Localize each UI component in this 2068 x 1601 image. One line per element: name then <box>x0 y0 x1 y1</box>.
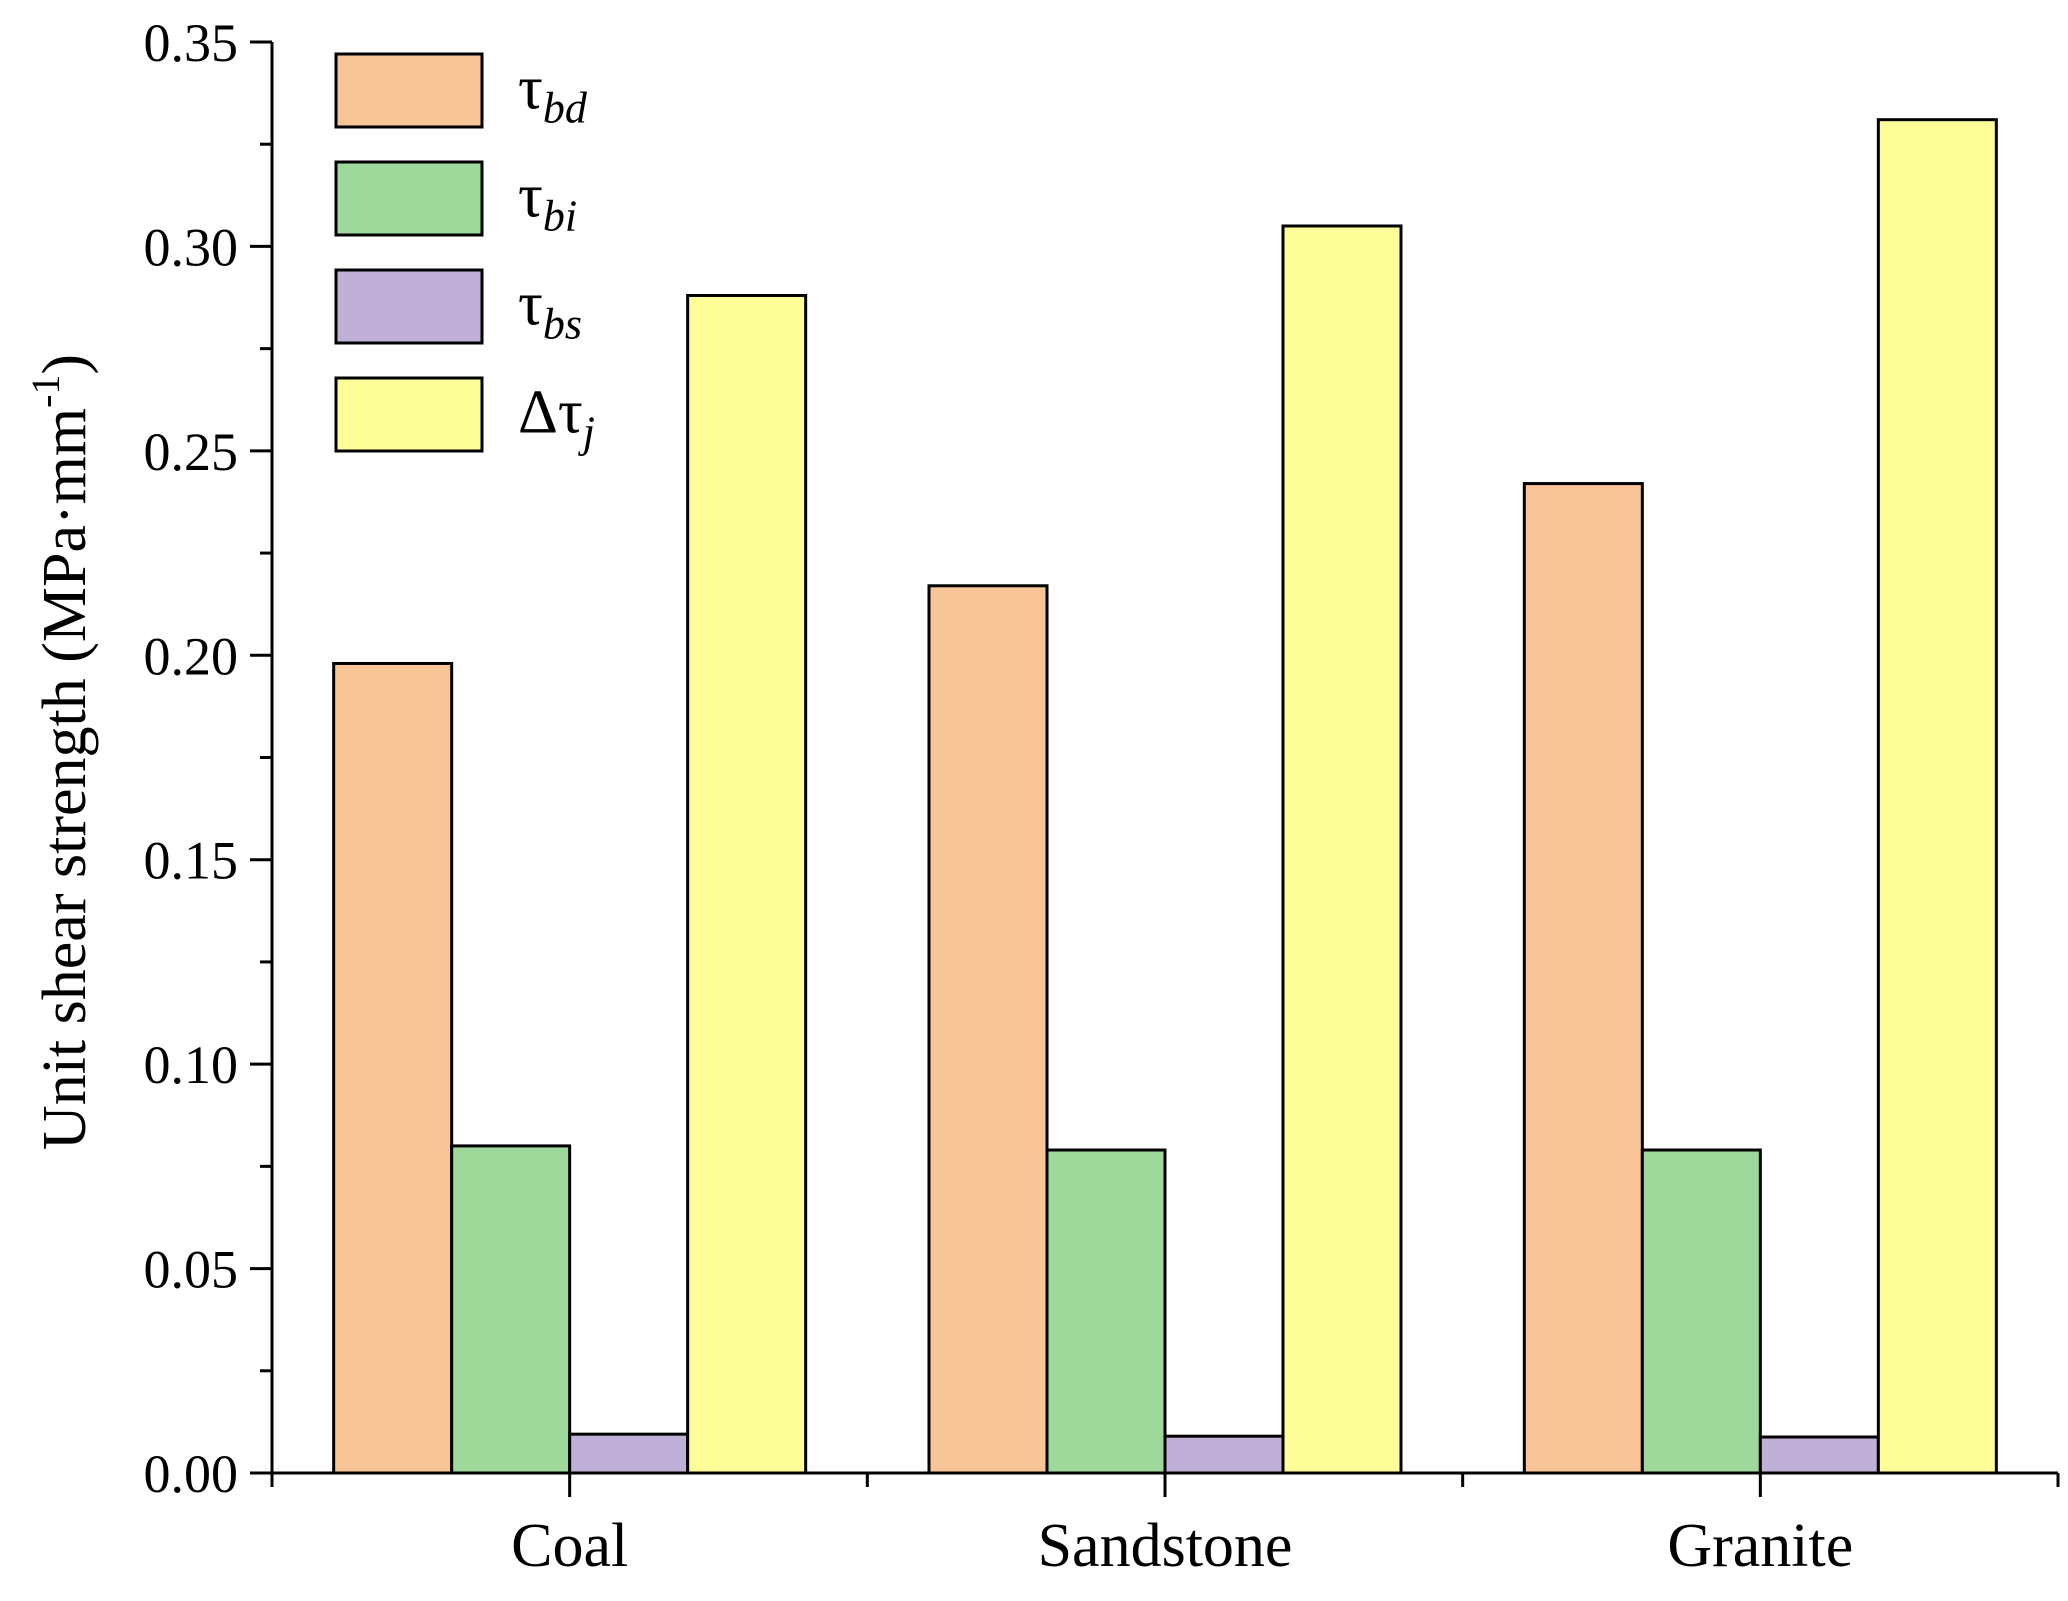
y-tick-label: 0.20 <box>144 626 239 686</box>
bar-coal-bs <box>568 1432 690 1475</box>
legend-label-j: Δτj <box>518 379 595 457</box>
bar-granite-j <box>1876 118 1998 1475</box>
y-tick-label: 0.35 <box>144 13 239 73</box>
legend-swatch-bd <box>334 52 484 129</box>
bar-coal-j <box>686 293 808 1475</box>
x-category-label: Coal <box>511 1512 628 1580</box>
legend-label-bd: τbd <box>518 55 588 133</box>
bar-sandstone-bd <box>927 584 1049 1475</box>
bar-granite-bs <box>1758 1435 1880 1475</box>
y-tick-label: 0.10 <box>144 1035 239 1095</box>
bar-sandstone-bs <box>1163 1434 1285 1475</box>
y-tick-label: 0.30 <box>144 217 239 277</box>
x-category-label: Sandstone <box>1038 1512 1293 1580</box>
legend-swatch-bs <box>334 268 484 345</box>
bar-sandstone-j <box>1281 224 1403 1475</box>
legend-label-bs: τbs <box>518 271 582 349</box>
axes: 0.00 0.05 0.10 0.15 0.20 0.25 0.30 0.35 Coal Sand… <box>144 13 2060 1580</box>
bar-granite-bi <box>1640 1148 1762 1475</box>
legend-swatch-j <box>334 376 484 453</box>
bar-sandstone-bi <box>1045 1148 1167 1475</box>
bars <box>332 118 1998 1475</box>
bar-granite-bd <box>1522 482 1644 1475</box>
y-tick-label: 0.00 <box>144 1444 239 1504</box>
legend-label-bi: τbi <box>518 163 577 241</box>
y-tick-label: 0.15 <box>144 831 239 891</box>
x-category-label: Granite <box>1667 1512 1853 1580</box>
legend-swatch-bi <box>334 160 484 237</box>
bar-coal-bi <box>450 1144 572 1475</box>
bar-coal-bd <box>332 661 454 1475</box>
y-axis-title: Unit shear strength (MPa·mm-1) <box>23 354 99 1150</box>
y-tick-label: 0.25 <box>144 422 239 482</box>
y-axis-title-text: Unit shear strength (MPa·mm-1) <box>23 354 99 1150</box>
legend: τbd τbi τbs Δτj <box>334 52 595 457</box>
y-tick-label: 0.05 <box>144 1240 239 1300</box>
